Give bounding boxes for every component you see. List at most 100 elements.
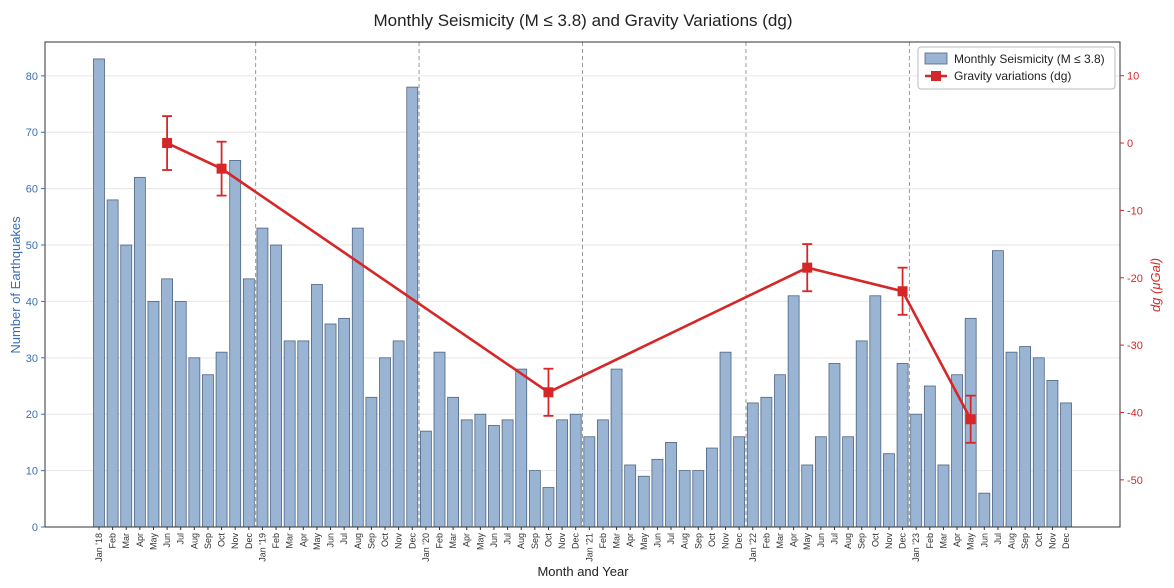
x-tick-label: Jun xyxy=(489,533,499,548)
x-tick-label: Feb xyxy=(271,533,281,549)
x-tick-label: Jun xyxy=(816,533,826,548)
x-tick-label: Apr xyxy=(952,533,962,547)
gravity-point xyxy=(802,262,813,273)
y-tick-label: 30 xyxy=(26,353,38,365)
x-tick-label: Feb xyxy=(925,533,935,549)
y-tick-label: 0 xyxy=(32,522,38,534)
y2-axis-label: dg (μGal) xyxy=(1148,258,1163,312)
bar xyxy=(1005,351,1018,528)
x-tick-label: Mar xyxy=(448,533,458,549)
y-tick-label: 60 xyxy=(26,184,38,196)
x-tick-label: Apr xyxy=(789,533,799,547)
y2-tick-label: -50 xyxy=(1127,475,1143,487)
legend-marker-swatch xyxy=(931,71,941,81)
y2-tick-label: -10 xyxy=(1127,205,1143,217)
chart-title: Monthly Seismicity (M ≤ 3.8) and Gravity… xyxy=(373,11,792,30)
x-tick-label: Nov xyxy=(721,533,731,550)
x-tick-label: Apr xyxy=(298,533,308,547)
bar xyxy=(746,402,759,528)
x-tick-label: Jun xyxy=(979,533,989,548)
x-tick-label: Sep xyxy=(366,533,376,549)
bar xyxy=(665,442,677,528)
y-axis-label: Number of Earthquakes xyxy=(8,216,23,354)
x-axis-ticks: Jan '18 Feb Mar Apr May Jun Jul Aug Sep Oct Nov Dec… xyxy=(94,527,1071,562)
bar xyxy=(1032,357,1045,528)
bar xyxy=(869,295,882,528)
x-tick-label: Mar xyxy=(121,533,131,549)
bar xyxy=(147,301,160,528)
gravity-point xyxy=(897,286,908,297)
bar xyxy=(923,385,936,528)
x-tick-label: Jan '19 xyxy=(257,533,267,562)
x-tick-label: Aug xyxy=(843,533,853,549)
bar xyxy=(774,374,786,528)
bar xyxy=(338,317,351,528)
x-tick-label: Aug xyxy=(353,533,363,549)
x-tick-label: Jun xyxy=(162,533,172,548)
x-tick-label: Feb xyxy=(435,533,445,549)
bar xyxy=(1060,402,1072,528)
bar xyxy=(256,227,269,528)
bar xyxy=(842,436,854,528)
y-tick-label: 20 xyxy=(26,409,38,421)
gravity-point xyxy=(162,138,173,149)
x-tick-label: Aug xyxy=(516,533,526,549)
left-axis-ticks: 0 10 20 30 40 50 60 70 80 xyxy=(26,71,45,534)
bar xyxy=(379,357,391,528)
bar xyxy=(569,413,582,528)
bar xyxy=(787,295,800,528)
x-tick-label: Jul xyxy=(829,533,839,545)
x-tick-label: Mar xyxy=(612,533,622,549)
bar xyxy=(419,430,432,528)
bar xyxy=(515,368,528,528)
x-tick-label: Jan '20 xyxy=(421,533,431,562)
bar xyxy=(597,419,609,528)
bar xyxy=(719,351,732,528)
x-tick-label: Aug xyxy=(680,533,690,549)
bar xyxy=(229,160,242,528)
x-tick-label: Dec xyxy=(898,533,908,550)
bar xyxy=(106,199,119,528)
plot-frame xyxy=(44,41,1121,528)
bar xyxy=(324,323,337,528)
year-boundaries xyxy=(255,42,910,527)
x-tick-label: Oct xyxy=(707,533,717,548)
gravity-line xyxy=(166,141,972,420)
bar xyxy=(637,475,650,528)
gravity-point xyxy=(216,163,227,174)
bar xyxy=(992,250,1004,528)
bar xyxy=(1046,379,1059,528)
bar xyxy=(814,436,827,528)
bar xyxy=(460,419,473,528)
bar xyxy=(447,396,460,528)
bar xyxy=(801,464,814,528)
gravity-point xyxy=(965,414,976,425)
bar xyxy=(365,396,378,528)
x-tick-label: Sep xyxy=(530,533,540,549)
x-axis-label: Month and Year xyxy=(537,564,629,579)
y-tick-label: 40 xyxy=(26,296,38,308)
bar xyxy=(501,419,514,528)
x-tick-label: Aug xyxy=(189,533,199,549)
x-tick-label: Oct xyxy=(870,533,880,548)
bar xyxy=(951,374,963,528)
bar xyxy=(937,464,950,528)
legend-bar-swatch xyxy=(924,52,948,65)
x-tick-label: May xyxy=(312,533,322,551)
x-tick-label: May xyxy=(802,533,812,551)
x-tick-label: Dec xyxy=(734,533,744,550)
bar xyxy=(474,413,487,528)
right-axis-ticks: 10 0 -10 -20 -30 -40 -50 xyxy=(1120,71,1143,487)
x-tick-label: Jul xyxy=(993,533,1003,545)
bar xyxy=(433,351,446,528)
bar xyxy=(896,363,909,528)
x-tick-label: Oct xyxy=(380,533,390,548)
bar xyxy=(297,340,310,528)
bar xyxy=(174,301,187,528)
x-tick-label: Mar xyxy=(775,533,785,549)
bar xyxy=(161,278,174,528)
x-tick-label: Dec xyxy=(571,533,581,550)
x-tick-label: Jan '23 xyxy=(911,533,921,562)
bar xyxy=(760,396,773,528)
bar xyxy=(133,176,146,528)
